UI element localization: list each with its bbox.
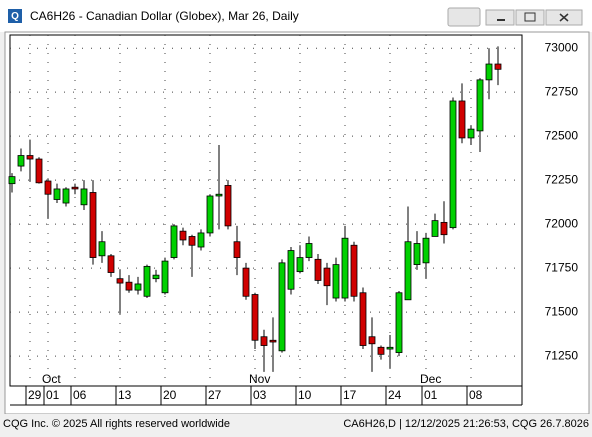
- candle-body: [467, 128, 475, 139]
- plot: 71250 71500 71750 72000 72250 72500 72750 73000…: [8, 35, 579, 405]
- candle-body: [35, 158, 43, 184]
- candle-body: [431, 220, 439, 237]
- link-button[interactable]: [447, 7, 481, 27]
- candle-body: [107, 255, 115, 273]
- close-icon: [559, 13, 569, 22]
- candle-body: [80, 188, 88, 206]
- x-tick-label: 08: [469, 388, 483, 402]
- candle-body: [395, 292, 403, 353]
- candle-body: [62, 188, 70, 204]
- minimize-button[interactable]: [485, 9, 515, 26]
- y-tick-label: 72000: [545, 216, 579, 230]
- candle-body: [53, 188, 61, 200]
- candle-body: [179, 230, 187, 241]
- candle-body: [161, 260, 169, 294]
- candle-body: [413, 243, 421, 266]
- footer-bar: [0, 414, 592, 432]
- candle-body: [440, 221, 448, 236]
- candle-body: [368, 336, 376, 345]
- y-tick-label: 71750: [545, 260, 579, 274]
- x-tick-label: 03: [253, 388, 267, 402]
- footer-left: CQG Inc. © 2025 All rights reserved worl…: [3, 418, 230, 430]
- x-tick-label: 27: [208, 388, 222, 402]
- candle-body: [251, 294, 259, 341]
- y-tick-label: 71500: [545, 304, 579, 318]
- candle-body: [359, 292, 367, 346]
- maximize-icon: [524, 12, 536, 22]
- candle-body: [485, 63, 493, 81]
- candle-body: [17, 155, 25, 167]
- candle-body: [287, 250, 295, 290]
- candle-body: [134, 283, 142, 291]
- candle-body: [269, 339, 277, 343]
- x-tick-label: 01: [424, 388, 438, 402]
- candle-body: [314, 258, 322, 281]
- candle-body: [224, 185, 232, 227]
- x-tick-label: 17: [343, 388, 357, 402]
- month-label: Nov: [249, 372, 270, 386]
- window-title: CA6H26 - Canadian Dollar (Globex), Mar 2…: [30, 9, 299, 23]
- candle-body: [188, 236, 196, 246]
- x-tick-label: 01: [46, 388, 60, 402]
- candle-body: [278, 262, 286, 352]
- candle-body: [323, 267, 331, 287]
- candle-body: [260, 336, 268, 346]
- candle-body: [449, 100, 457, 229]
- minimize-icon: [497, 19, 505, 21]
- candle-body: [206, 195, 214, 234]
- candle-body: [170, 225, 178, 258]
- x-tick-label: 20: [163, 388, 177, 402]
- candle-body: [305, 243, 313, 258]
- candle-body: [89, 192, 97, 258]
- app-icon-letter: Q: [11, 11, 19, 22]
- y-tick-label: 71250: [545, 348, 579, 362]
- candle-body: [215, 193, 223, 197]
- candle-body: [44, 180, 52, 195]
- x-tick-label: 24: [388, 388, 402, 402]
- candle-body: [386, 346, 394, 350]
- candle-body: [8, 176, 16, 185]
- maximize-button[interactable]: [515, 9, 545, 26]
- candle-body: [332, 264, 340, 299]
- candle-body: [341, 237, 349, 299]
- y-tick-label: 73000: [545, 40, 579, 54]
- candle-body: [296, 257, 304, 273]
- candle-body: [476, 79, 484, 132]
- candle-body: [350, 244, 358, 297]
- candle-body: [125, 281, 133, 291]
- x-tick-label: 06: [73, 388, 87, 402]
- app-icon: [8, 9, 22, 23]
- footer-right: CA6H26,D | 12/12/2025 21:26:53, CQG 26.7…: [343, 418, 589, 430]
- plot-area: [9, 34, 523, 387]
- candle-body: [26, 155, 34, 160]
- month-label: Oct: [42, 372, 61, 386]
- candle-body: [494, 63, 502, 70]
- x-tick-label: 13: [118, 388, 132, 402]
- month-label: Dec: [420, 372, 441, 386]
- candle-body: [404, 241, 412, 301]
- candle-body: [242, 267, 250, 297]
- candle-body: [377, 346, 385, 355]
- candle-body: [458, 100, 466, 139]
- candle-body: [233, 241, 241, 258]
- y-tick-label: 72750: [545, 84, 579, 98]
- candle-body: [143, 265, 151, 297]
- candle-body: [98, 241, 106, 257]
- candle-body: [152, 274, 160, 280]
- candle-body: [197, 232, 205, 248]
- candle-body: [71, 186, 79, 190]
- y-tick-label: 72250: [545, 172, 579, 186]
- x-tick-label: 10: [298, 388, 312, 402]
- candle-body: [116, 278, 124, 284]
- x-tick-label: 29: [28, 388, 42, 402]
- candle-body: [422, 237, 430, 264]
- y-tick-label: 72500: [545, 128, 579, 142]
